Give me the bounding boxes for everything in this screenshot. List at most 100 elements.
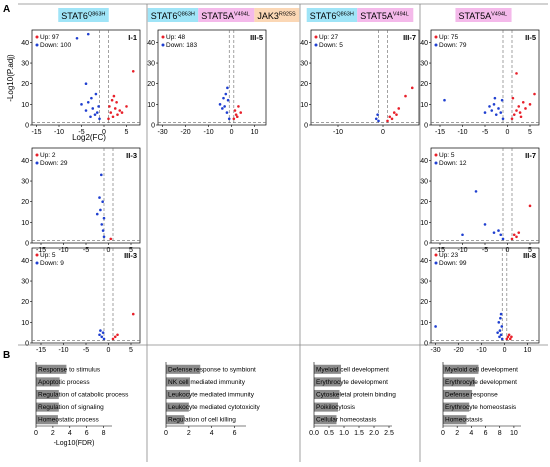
- legend-up-label: Up: 75: [439, 34, 459, 41]
- down-point: [461, 233, 464, 237]
- x-tick-label: -5: [482, 129, 488, 136]
- down-point: [488, 105, 491, 108]
- legend-down-marker: [35, 161, 39, 165]
- x-tick-label: 2: [187, 430, 191, 437]
- y-tick-label: 0: [25, 123, 29, 130]
- down-point: [84, 109, 88, 112]
- y-tick-label: 30: [420, 279, 428, 286]
- genotype-tag-label: STAT6Q863H: [151, 11, 195, 21]
- legend-down-marker: [434, 43, 438, 47]
- down-point: [498, 329, 502, 332]
- down-point: [490, 109, 494, 112]
- legend-down-marker: [35, 43, 39, 47]
- x-tick-label: -5: [83, 247, 89, 254]
- up-point: [528, 204, 532, 208]
- down-point: [91, 107, 95, 110]
- genotype-tag-stat6: STAT6Q863H: [306, 8, 358, 22]
- legend-down-label: Down: 100: [40, 42, 71, 49]
- down-point: [497, 107, 500, 110]
- genotype-tag-stat5a: STAT5AV494L: [357, 8, 414, 22]
- go-bar: [443, 402, 470, 412]
- x-tick-label: -30: [431, 347, 441, 354]
- down-point: [225, 111, 229, 114]
- y-tick-label: 0: [151, 123, 155, 130]
- go-term-label: Erythrocyte homeostasis: [445, 404, 517, 411]
- go-bar: [314, 364, 341, 374]
- down-point: [226, 98, 230, 102]
- go-term-label: Homeostasis: [445, 417, 483, 424]
- volcano-frame: [31, 29, 141, 126]
- x-tick-label: 6: [85, 430, 89, 437]
- y-tick-label: 10: [147, 102, 155, 109]
- legend-up-marker: [161, 35, 165, 39]
- down-point: [483, 223, 487, 226]
- y-tick-label: 40: [420, 258, 428, 265]
- x-tick-label: 0.0: [309, 430, 319, 437]
- volcano-frame: [157, 29, 267, 126]
- x-tick-label: -30: [158, 129, 168, 136]
- x-tick-label: -15: [31, 129, 41, 136]
- x-tick-label: 4: [68, 430, 72, 437]
- genotype-tag-stat6: STAT6Q863H: [147, 8, 199, 22]
- up-point: [237, 105, 240, 108]
- up-point: [386, 119, 389, 123]
- y-tick-label: 30: [420, 61, 428, 68]
- x-tick-label: 5: [125, 129, 129, 136]
- genotype-tag-bg: [58, 8, 109, 22]
- y-tick-label: 0: [424, 123, 428, 130]
- down-point: [102, 235, 106, 239]
- y-tick-label: 40: [21, 40, 29, 47]
- x-tick-label: -10: [333, 129, 343, 136]
- up-point: [511, 96, 515, 100]
- go-term-label: Cellular homeostasis: [316, 417, 377, 424]
- down-point: [374, 117, 378, 121]
- x-tick-label: 5: [528, 129, 532, 136]
- y-tick-label: 30: [420, 179, 428, 186]
- up-point: [515, 235, 518, 239]
- y-tick-label: 40: [21, 158, 29, 165]
- legend-up-marker: [434, 253, 438, 257]
- x-tick-label: 4: [469, 430, 473, 437]
- x-tick-label: -15: [36, 247, 46, 254]
- panel-label: II-3: [126, 151, 137, 160]
- up-point: [131, 70, 135, 73]
- y-tick-label: 30: [21, 279, 29, 286]
- down-point: [95, 111, 99, 114]
- down-point: [84, 82, 88, 85]
- go-term-label: Homeostatic process: [38, 417, 99, 424]
- x-tick-label: 10: [524, 347, 532, 354]
- go-term-label: Defense response to symbiont: [168, 366, 256, 373]
- up-point: [113, 335, 117, 339]
- go-term-label: Regulation of cell killing: [168, 417, 236, 424]
- legend-up-label: Up: 27: [319, 34, 339, 41]
- go-bar: [443, 415, 467, 425]
- down-point: [499, 312, 503, 316]
- legend-down-label: Down: 99: [439, 260, 467, 267]
- legend-up-label: Up: 97: [40, 34, 60, 41]
- panel-label: I-1: [128, 33, 137, 42]
- up-point: [110, 98, 114, 102]
- go-term-label: Leukocyte mediated immunity: [168, 392, 255, 399]
- x-tick-label: 0: [503, 347, 507, 354]
- column-dividers: [18, 3, 548, 462]
- go-term-label: Regulation of catabolic process: [38, 392, 129, 399]
- genotype-tag-label: JAK3R925S: [257, 11, 296, 21]
- go-bar: [314, 402, 338, 412]
- up-point: [510, 335, 513, 339]
- y-tick-label: 10: [420, 320, 428, 327]
- down-point: [499, 233, 503, 237]
- x-tick-label: -5: [78, 129, 84, 136]
- go-bar-chart-1: Response to stimulus Apoptotic process Reg…: [34, 362, 129, 447]
- up-point: [521, 100, 525, 104]
- y-tick-label: 10: [21, 102, 29, 109]
- down-point: [492, 103, 496, 106]
- go-term-label: Leukocyte mediated cytotoxicity: [168, 404, 261, 411]
- panel-label: II-5: [525, 33, 536, 42]
- down-point: [501, 117, 505, 121]
- down-point: [100, 173, 103, 177]
- up-point: [131, 312, 135, 316]
- y-tick-label: 40: [420, 40, 428, 47]
